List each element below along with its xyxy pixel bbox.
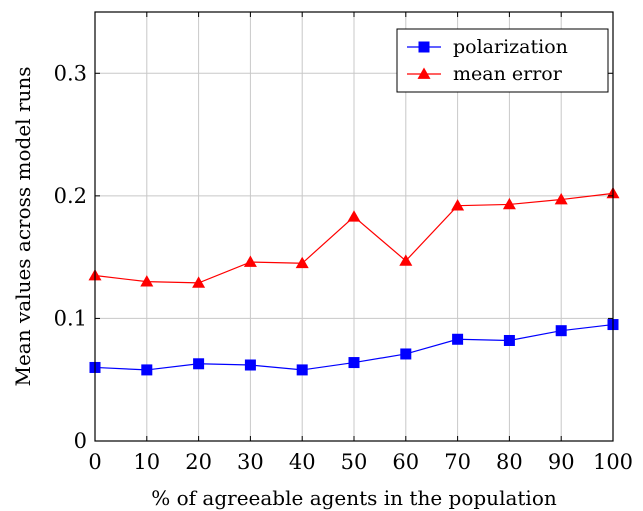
- data-point-mean-error: [295, 256, 309, 269]
- x-tick-label: 20: [185, 450, 212, 474]
- data-point-polarization: [244, 359, 256, 371]
- x-tick-label: 100: [593, 450, 633, 474]
- legend-label-polarization: polarization: [453, 36, 568, 58]
- x-tick-label: 70: [444, 450, 471, 474]
- x-tick-label: 30: [237, 450, 264, 474]
- y-tick-label: 0: [74, 429, 87, 453]
- data-point-polarization: [400, 348, 412, 360]
- data-point-polarization: [296, 364, 308, 376]
- x-tick-label: 50: [341, 450, 368, 474]
- y-tick-label: 0.2: [54, 184, 87, 208]
- data-point-mean-error: [502, 197, 516, 210]
- legend: polarization mean error: [396, 28, 609, 93]
- data-point-polarization: [452, 333, 464, 345]
- axis-ticks: [94, 12, 614, 442]
- x-tick-label: 40: [289, 450, 316, 474]
- data-point-mean-error: [192, 276, 206, 288]
- legend-marker-mean-error: [417, 67, 431, 79]
- legend-item-mean-error: mean error: [407, 63, 563, 85]
- data-point-polarization: [555, 325, 567, 337]
- data-point-polarization: [193, 358, 205, 370]
- data-point-mean-error: [554, 193, 568, 205]
- x-tick-label: 10: [133, 450, 160, 474]
- data-point-mean-error: [140, 275, 154, 287]
- x-tick-label: 80: [496, 450, 523, 474]
- y-tick-label: 0.1: [54, 306, 87, 330]
- x-axis-label: % of agreeable agents in the population: [151, 486, 557, 510]
- legend-marker-polarization: [418, 41, 430, 53]
- data-point-polarization: [141, 364, 153, 376]
- series-polarization: [89, 319, 619, 376]
- legend-label-mean-error: mean error: [453, 63, 563, 85]
- tick-labels: 0 10 20 30 40 50 60 70 80 90 100 0 0.1 0.2 0.3: [54, 61, 633, 474]
- data-point-mean-error: [243, 255, 257, 267]
- data-point-polarization: [348, 357, 360, 369]
- y-axis-label: Mean values across model runs: [11, 66, 35, 386]
- x-tick-label: 90: [548, 450, 575, 474]
- data-point-mean-error: [399, 254, 413, 266]
- x-tick-label: 0: [88, 450, 101, 474]
- data-point-mean-error: [347, 210, 361, 222]
- data-point-mean-error: [451, 199, 465, 211]
- data-point-polarization: [503, 334, 515, 346]
- legend-box: [396, 28, 609, 93]
- legend-item-polarization: polarization: [407, 36, 568, 58]
- series-layer: [88, 186, 620, 376]
- x-tick-label: 60: [392, 450, 419, 474]
- y-tick-label: 0.3: [54, 61, 87, 85]
